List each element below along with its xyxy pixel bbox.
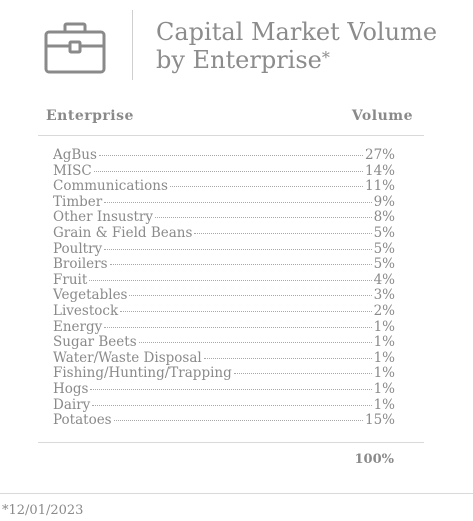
enterprise-list: AgBus 27% MISC 14% Communications 11% Timber 9%…	[53, 147, 395, 429]
column-header-enterprise: Enterprise	[46, 108, 134, 124]
dot-leader	[104, 201, 372, 203]
enterprise-name: Poultry	[53, 240, 103, 257]
enterprise-name: AgBus	[53, 147, 97, 163]
enterprise-name: Fishing/Hunting/Trapping	[53, 365, 232, 382]
volume-value: 3%	[373, 287, 395, 304]
list-item: Vegetables 3%	[53, 288, 395, 304]
enterprise-name: Other Insustry	[53, 209, 154, 226]
list-item: MISC 14%	[53, 162, 395, 180]
list-item: Communications 11%	[53, 179, 395, 195]
volume-value: 1%	[373, 349, 395, 366]
dot-leader	[113, 420, 363, 422]
dot-leader	[93, 170, 363, 172]
dot-leader	[129, 295, 372, 297]
enterprise-name: Potatoes	[53, 412, 112, 429]
volume-value: 8%	[373, 209, 395, 226]
column-header-volume: Volume	[351, 108, 413, 124]
volume-value: 1%	[373, 334, 395, 351]
list-item: Energy 1%	[53, 318, 395, 336]
enterprise-name: Energy	[53, 318, 103, 335]
enterprise-name: Sugar Beets	[53, 334, 137, 351]
title-line-2: by Enterprise	[156, 46, 322, 74]
enterprise-name: Fruit	[53, 271, 88, 288]
enterprise-name: Vegetables	[53, 287, 128, 304]
footnote: *12/01/2023	[2, 503, 84, 518]
list-item: Dairy 1%	[53, 396, 395, 414]
list-item: Broilers 5%	[53, 257, 395, 273]
volume-value: 11%	[364, 178, 395, 195]
enterprise-name: Grain & Field Beans	[53, 224, 193, 241]
list-item: Water/Waste Disposal 1%	[53, 349, 395, 367]
list-item: Fishing/Hunting/Trapping 1%	[53, 366, 395, 382]
enterprise-name: Hogs	[53, 380, 89, 397]
dot-leader	[203, 357, 372, 359]
enterprise-name: MISC	[53, 162, 92, 179]
dot-leader	[109, 264, 372, 266]
header: Capital Market Volume by Enterprise*	[0, 0, 473, 88]
dot-leader	[169, 186, 363, 188]
volume-value: 14%	[364, 162, 395, 179]
dot-leader	[98, 155, 363, 156]
volume-value: 1%	[373, 365, 395, 382]
dot-leader	[104, 326, 372, 328]
total-value: 100%	[354, 452, 395, 467]
header-divider	[132, 10, 133, 80]
list-item: Other Insustry 8%	[53, 210, 395, 226]
enterprise-name: Broilers	[53, 256, 108, 273]
footer-divider	[0, 493, 473, 494]
dot-leader	[138, 342, 372, 344]
list-item: Grain & Field Beans 5%	[53, 224, 395, 242]
list-item: AgBus 27%	[53, 147, 395, 164]
dot-leader	[194, 232, 372, 234]
dot-leader	[104, 248, 372, 250]
volume-value: 1%	[373, 318, 395, 335]
dot-leader	[90, 388, 372, 390]
volume-value: 1%	[373, 380, 395, 397]
volume-value: 4%	[373, 271, 395, 288]
volume-value: 27%	[364, 147, 395, 163]
title-line-1: Capital Market Volume	[156, 18, 438, 46]
volume-value: 5%	[373, 224, 395, 241]
volume-value: 5%	[373, 240, 395, 257]
enterprise-name: Dairy	[53, 396, 91, 413]
list-item: Poultry 5%	[53, 240, 395, 258]
header-rule	[38, 135, 424, 136]
list-item: Livestock 2%	[53, 302, 395, 320]
enterprise-name: Water/Waste Disposal	[53, 349, 202, 366]
enterprise-name: Livestock	[53, 302, 119, 319]
dot-leader	[120, 310, 372, 312]
page-title: Capital Market Volume by Enterprise*	[156, 18, 437, 74]
volume-value: 15%	[364, 412, 395, 429]
total-rule	[38, 442, 424, 443]
title-asterisk: *	[321, 48, 330, 67]
dot-leader	[92, 404, 372, 406]
volume-value: 5%	[373, 256, 395, 273]
dot-leader	[155, 217, 372, 219]
dot-leader	[233, 373, 372, 375]
list-item: Sugar Beets 1%	[53, 335, 395, 351]
list-item: Potatoes 15%	[53, 412, 395, 429]
volume-value: 1%	[373, 396, 395, 413]
enterprise-name: Communications	[53, 178, 168, 195]
list-item: Hogs 1%	[53, 380, 395, 398]
volume-value: 9%	[373, 193, 395, 210]
list-item: Fruit 4%	[53, 271, 395, 289]
list-item: Timber 9%	[53, 193, 395, 211]
briefcase-icon	[44, 22, 106, 74]
enterprise-name: Timber	[53, 193, 103, 210]
volume-value: 2%	[373, 302, 395, 319]
dot-leader	[89, 279, 372, 281]
